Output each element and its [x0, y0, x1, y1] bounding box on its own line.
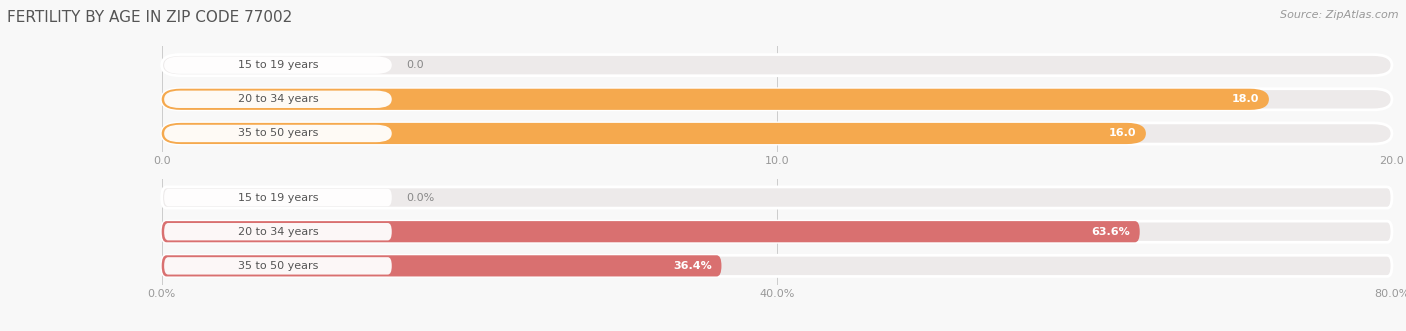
FancyBboxPatch shape [162, 89, 1270, 110]
Text: 20 to 34 years: 20 to 34 years [238, 227, 318, 237]
FancyBboxPatch shape [165, 57, 392, 74]
FancyBboxPatch shape [162, 221, 1140, 242]
Text: 0.0: 0.0 [406, 60, 425, 70]
FancyBboxPatch shape [162, 255, 1392, 276]
Text: 16.0: 16.0 [1108, 128, 1136, 138]
FancyBboxPatch shape [165, 125, 392, 142]
Text: 63.6%: 63.6% [1091, 227, 1130, 237]
Text: 36.4%: 36.4% [673, 261, 711, 271]
Text: 15 to 19 years: 15 to 19 years [238, 60, 318, 70]
FancyBboxPatch shape [162, 255, 721, 276]
Text: FERTILITY BY AGE IN ZIP CODE 77002: FERTILITY BY AGE IN ZIP CODE 77002 [7, 10, 292, 25]
Text: Source: ZipAtlas.com: Source: ZipAtlas.com [1281, 10, 1399, 20]
FancyBboxPatch shape [165, 257, 392, 274]
Text: 15 to 19 years: 15 to 19 years [238, 193, 318, 203]
Text: 35 to 50 years: 35 to 50 years [238, 261, 318, 271]
FancyBboxPatch shape [165, 223, 392, 240]
FancyBboxPatch shape [162, 123, 1392, 144]
Text: 0.0%: 0.0% [406, 193, 434, 203]
FancyBboxPatch shape [162, 123, 1146, 144]
FancyBboxPatch shape [165, 189, 392, 206]
Text: 18.0: 18.0 [1232, 94, 1260, 104]
FancyBboxPatch shape [162, 55, 1392, 76]
FancyBboxPatch shape [162, 187, 1392, 208]
Text: 35 to 50 years: 35 to 50 years [238, 128, 318, 138]
FancyBboxPatch shape [162, 221, 1392, 242]
Text: 20 to 34 years: 20 to 34 years [238, 94, 318, 104]
FancyBboxPatch shape [165, 91, 392, 108]
FancyBboxPatch shape [162, 89, 1392, 110]
